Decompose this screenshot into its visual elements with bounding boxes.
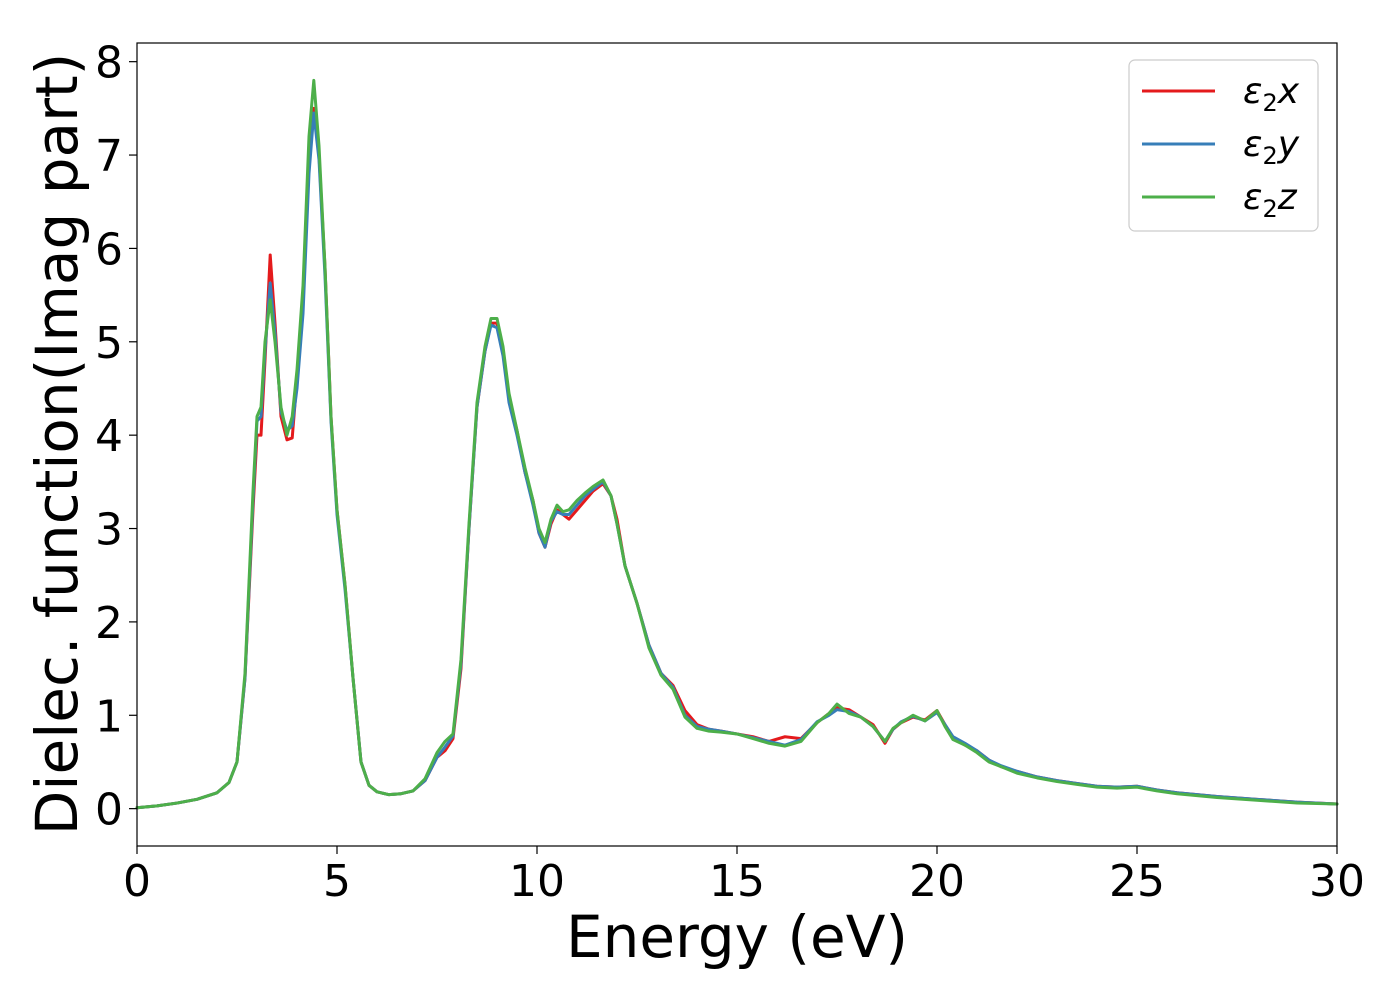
y-tick-label: 6 [95, 224, 123, 275]
x-tick-label: 20 [909, 856, 965, 907]
y-tick-label: 2 [95, 598, 123, 649]
legend-label-z: ε2z [1243, 177, 1298, 223]
x-axis-label: Energy (eV) [566, 903, 908, 971]
y-tick-label: 5 [95, 318, 123, 369]
y-tick-label: 8 [95, 38, 123, 89]
y-tick-label: 7 [95, 131, 123, 182]
y-tick-label: 3 [95, 505, 123, 556]
x-tick-label: 0 [123, 856, 151, 907]
legend-box [1128, 59, 1319, 232]
legend-label-x: ε2x [1243, 71, 1300, 117]
y-axis-ticks: 0 1 2 3 4 5 6 7 8 [95, 38, 137, 836]
y-tick-label: 4 [95, 411, 123, 462]
x-tick-label: 30 [1309, 856, 1365, 907]
y-tick-label: 0 [95, 785, 123, 836]
x-tick-label: 5 [323, 856, 351, 907]
legend: ε2x ε2y ε2z [1128, 59, 1319, 232]
x-axis-ticks: 0 5 10 15 20 25 30 [123, 846, 1365, 907]
x-tick-label: 25 [1109, 856, 1165, 907]
x-tick-label: 15 [709, 856, 765, 907]
y-axis-label: Dielec. function(Imag part) [23, 53, 91, 836]
legend-label-y: ε2y [1243, 124, 1300, 170]
y-tick-label: 1 [95, 691, 123, 742]
series-line-z [135, 78, 1339, 810]
x-tick-label: 10 [509, 856, 565, 907]
series-layer [135, 78, 1339, 810]
